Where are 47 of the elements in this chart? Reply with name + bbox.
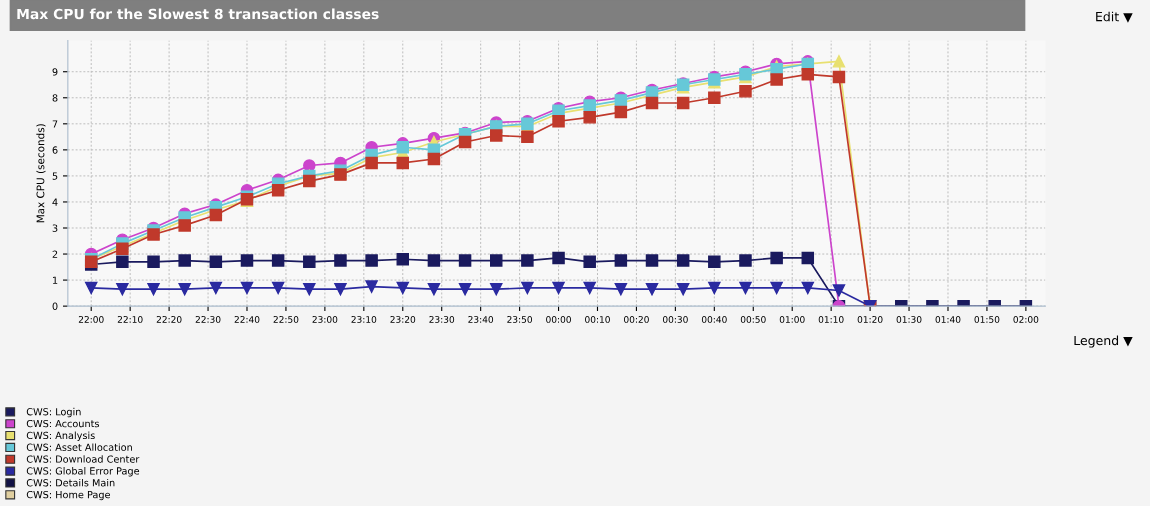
x-tick-label: 01:20 [857, 316, 883, 323]
x-tick-label: 00:00 [546, 316, 571, 323]
y-tick-label: 5 [52, 172, 58, 180]
y-tick-label: 2 [52, 250, 58, 258]
text: Legend ▼ [1074, 335, 1133, 348]
y-tick-label: 9 [52, 68, 58, 76]
legend-label: CWS: Download Center [26, 455, 140, 463]
x-tick-label: 22:40 [234, 316, 260, 323]
x-tick-label: 23:50 [507, 316, 533, 323]
x-tick-label: 23:30 [429, 316, 455, 323]
x-tick-label: 23:40 [468, 316, 494, 323]
text: Edit ▼ [1096, 11, 1133, 23]
chart-title: Max CPU for the Slowest 8 transaction classes [17, 8, 379, 20]
y-axis-title: Max CPU (seconds) [36, 124, 46, 223]
legend-label: CWS: Global Error Page [26, 467, 140, 477]
x-tick-label: 23:20 [390, 316, 416, 323]
x-tick-label: 00:40 [701, 316, 727, 323]
y-tick-label: 8 [52, 94, 58, 102]
x-tick-label: 23:00 [312, 316, 338, 323]
x-tick-label: 01:40 [935, 316, 961, 323]
x-tick-label: 00:30 [662, 316, 688, 323]
x-tick-label: 01:00 [779, 316, 805, 323]
legend-label: CWS: Login [26, 407, 81, 418]
legend-label: CWS: Home Page [26, 490, 111, 501]
y-tick-label: 3 [52, 224, 58, 232]
legend-label: CWS: Accounts [26, 419, 100, 428]
x-tick-label: 22:00 [78, 316, 104, 323]
x-tick-label: 22:50 [273, 316, 299, 323]
y-tick-label: 6 [52, 146, 58, 154]
x-tick-label: 01:50 [974, 316, 1000, 323]
y-tick-label: 4 [52, 198, 58, 206]
x-tick-label: 02:00 [1013, 316, 1039, 323]
y-tick-label: 1 [53, 276, 58, 284]
x-tick-label: 00:10 [585, 316, 610, 323]
x-tick-label: 23:10 [351, 316, 377, 323]
y-tick-label: 7 [52, 120, 58, 128]
legend-label: CWS: Asset Allocation [26, 443, 132, 451]
x-tick-label: 00:50 [740, 316, 766, 323]
x-tick-label: 22:20 [156, 316, 182, 323]
x-tick-label: 22:10 [117, 316, 143, 323]
x-tick-label: 01:10 [818, 316, 844, 323]
x-tick-label: 00:20 [624, 316, 649, 323]
x-tick-label: 01:30 [896, 316, 922, 323]
legend-label: CWS: Analysis [26, 431, 95, 441]
x-tick-label: 22:30 [195, 316, 221, 323]
legend-label: CWS: Details Main [26, 478, 115, 487]
y-tick-label: 0 [52, 302, 58, 310]
